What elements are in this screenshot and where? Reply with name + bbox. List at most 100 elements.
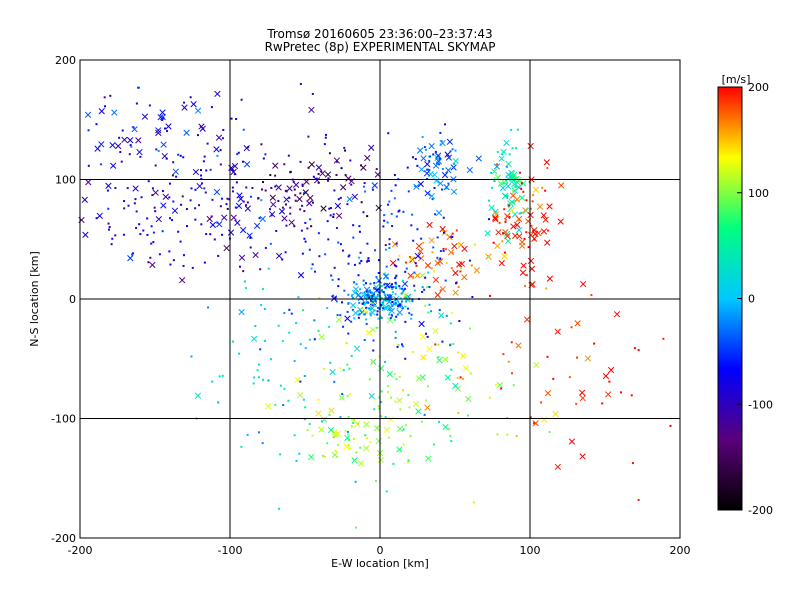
data-point-dot <box>171 174 174 177</box>
data-point-dot <box>502 232 505 235</box>
data-point-cross <box>368 392 375 400</box>
data-point-dot <box>378 407 381 410</box>
data-point-dot <box>404 424 407 427</box>
data-point-dot <box>416 228 419 231</box>
data-point-dot <box>110 243 113 246</box>
data-point-dot <box>107 222 110 225</box>
data-point-dot <box>350 320 353 323</box>
data-point-cross <box>306 200 313 207</box>
data-point-dot <box>426 335 429 338</box>
data-point-dot <box>245 186 248 189</box>
data-point-dot <box>237 151 240 154</box>
y-tick-label: -200 <box>51 532 76 545</box>
data-point-dot <box>608 380 611 383</box>
data-point-cross <box>568 438 576 445</box>
data-point-dot <box>428 285 431 288</box>
data-point-dot <box>426 285 429 288</box>
data-point-dot <box>303 192 306 195</box>
data-point-dot <box>366 215 369 218</box>
data-point-cross <box>270 201 277 208</box>
data-point-cross <box>434 291 441 299</box>
data-point-cross <box>235 202 243 210</box>
data-point-cross <box>391 241 399 248</box>
data-point-dot <box>347 430 350 433</box>
data-point-cross <box>450 164 457 171</box>
data-point-cross <box>194 392 202 399</box>
data-point-dot <box>181 195 184 198</box>
data-point-cross <box>484 230 491 237</box>
data-point-dot <box>382 307 385 310</box>
data-point-cross <box>402 291 409 299</box>
data-point-dot <box>306 429 309 432</box>
data-point-cross <box>452 269 459 277</box>
data-point-cross <box>424 190 431 197</box>
data-point-cross <box>552 410 559 418</box>
data-point-cross <box>515 215 523 223</box>
data-point-dot <box>570 326 573 329</box>
data-point-dot <box>366 296 369 299</box>
data-point-dot <box>244 287 247 290</box>
data-point-dot <box>377 306 380 309</box>
data-point-dot <box>490 186 493 189</box>
data-point-dot <box>394 277 397 280</box>
data-point-dot <box>346 394 349 397</box>
data-point-dot <box>498 221 501 224</box>
data-point-dot <box>523 284 526 287</box>
data-point-dot <box>135 226 138 229</box>
data-point-dot <box>386 298 389 301</box>
data-point-dot <box>428 303 431 306</box>
data-point-dot <box>361 302 364 305</box>
data-point-dot <box>506 433 509 436</box>
data-point-dot <box>172 161 175 164</box>
data-point-dot <box>219 149 222 152</box>
data-point-dot <box>508 153 511 156</box>
data-point-dot <box>454 149 457 152</box>
data-point-cross <box>84 111 92 118</box>
data-point-dot <box>135 102 138 105</box>
data-point-cross <box>127 137 134 144</box>
data-point-dot <box>219 163 222 166</box>
data-point-dot <box>293 225 296 228</box>
data-point-cross <box>511 181 518 188</box>
data-point-dot <box>231 186 234 189</box>
data-point-dot <box>308 423 311 426</box>
data-point-dot <box>507 360 510 363</box>
y-axis-label: N-S location [km] <box>28 251 41 347</box>
data-point-dot <box>118 136 121 139</box>
data-point-dot <box>355 451 358 454</box>
data-point-dot <box>287 399 290 402</box>
data-point-dot <box>288 308 291 311</box>
data-point-cross <box>492 216 499 223</box>
data-point-cross <box>313 177 321 184</box>
data-point-dot <box>200 169 203 172</box>
data-point-dot <box>529 416 532 419</box>
data-point-dot <box>383 219 386 222</box>
data-point-dot <box>352 236 355 239</box>
data-point-dot <box>450 267 453 270</box>
y-tick-label: 100 <box>55 174 76 187</box>
data-point-dot <box>394 275 397 278</box>
data-point-dot <box>357 274 360 277</box>
data-point-cross <box>149 261 156 269</box>
data-point-cross <box>253 222 261 230</box>
data-point-dot <box>358 262 361 265</box>
data-point-dot <box>385 490 388 493</box>
data-point-dot <box>383 272 386 275</box>
data-point-dot <box>289 206 292 209</box>
data-point-dot <box>395 378 398 381</box>
data-point-dot <box>194 207 197 210</box>
data-point-cross <box>493 211 500 218</box>
data-point-cross <box>329 368 336 376</box>
data-point-cross <box>578 389 586 396</box>
data-point-dot <box>503 251 506 254</box>
data-point-cross <box>544 239 551 246</box>
data-point-dot <box>365 302 368 305</box>
data-point-dot <box>111 237 114 240</box>
data-point-dot <box>303 210 306 213</box>
data-point-dot <box>221 374 224 377</box>
data-point-dot <box>637 498 640 501</box>
data-point-dot <box>130 145 133 148</box>
data-point-cross <box>335 316 343 323</box>
data-point-dot <box>441 168 444 171</box>
